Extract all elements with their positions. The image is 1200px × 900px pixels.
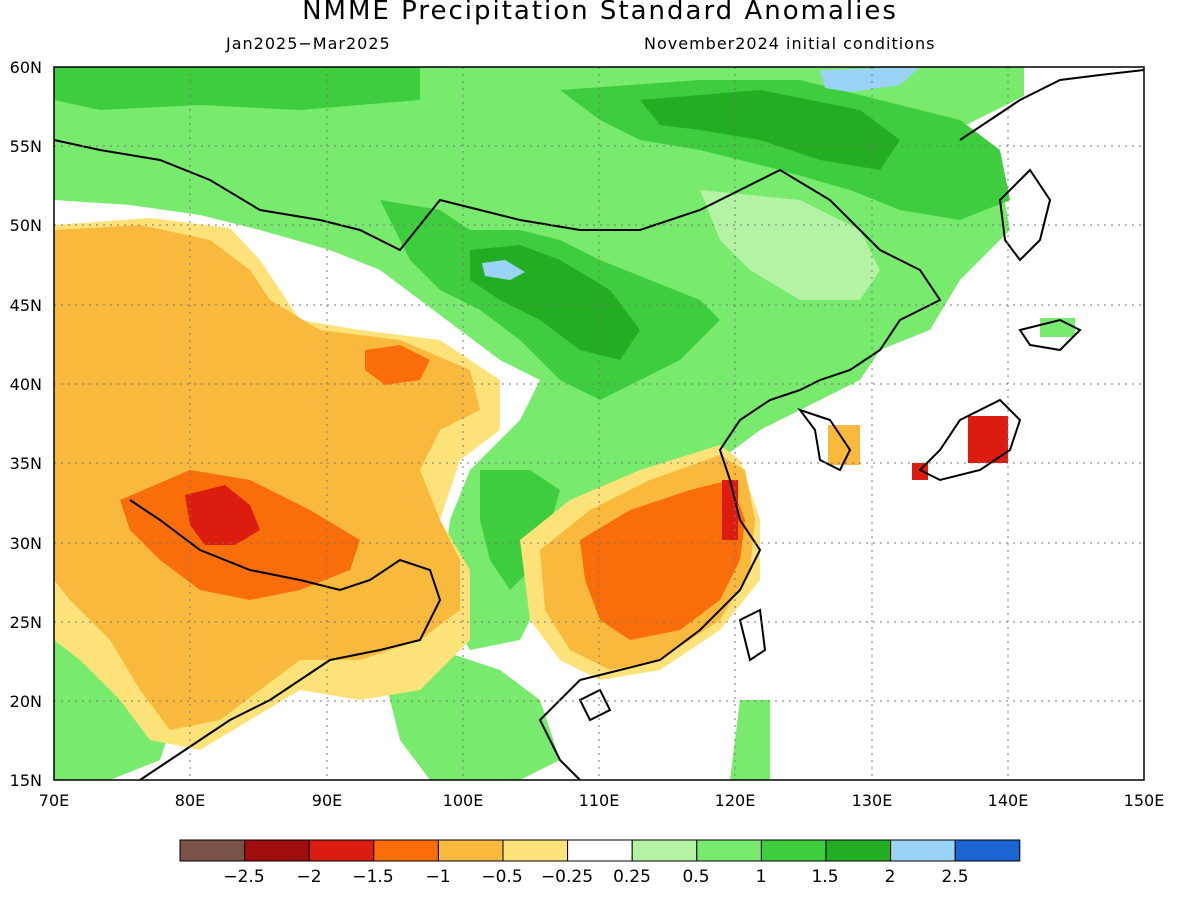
colorbar-swatch [890, 839, 956, 862]
colorbar-swatch [179, 839, 246, 862]
lon-label: 70E [39, 791, 69, 810]
anomaly-field [54, 67, 1144, 780]
colorbar-swatch [760, 839, 827, 862]
anomaly-region-red [968, 416, 1008, 463]
lon-label: 110E [579, 791, 620, 810]
lat-label: 45N [10, 296, 42, 315]
lon-label: 100E [443, 791, 484, 810]
lat-label: 55N [10, 137, 42, 156]
initial-conditions: November2024 initial conditions [644, 34, 936, 53]
colorbar-swatch [437, 839, 504, 862]
colorbar-swatch [631, 839, 698, 862]
anomaly-region-orange [365, 345, 430, 385]
anomaly-region-blue [482, 260, 525, 280]
anomaly-region-green-light [700, 190, 880, 300]
colorbar-swatch [502, 839, 569, 862]
anomaly-region-orange [580, 480, 745, 640]
lon-label: 130E [852, 791, 893, 810]
lat-label: 40N [10, 375, 42, 394]
colorbar-label: −1.5 [352, 867, 393, 887]
lon-label: 80E [175, 791, 205, 810]
colorbar-label: 2 [885, 867, 896, 887]
map-title: NMME Precipitation Standard Anomalies [302, 0, 898, 26]
latitude-labels: 60N 55N 50N 45N 40N 35N 30N 25N 20N 15N [10, 58, 42, 790]
anomaly-region-green [730, 700, 770, 780]
anomaly-region-green-dark [54, 67, 420, 110]
colorbar-swatch [696, 839, 762, 862]
colorbar-swatch [373, 839, 439, 862]
lon-label: 150E [1124, 791, 1165, 810]
lat-label: 50N [10, 216, 42, 235]
colorbar-swatch [308, 839, 375, 862]
colorbar-label: 1 [756, 867, 767, 887]
colorbar-label: −2 [296, 867, 321, 887]
colorbar-label: −2.5 [223, 867, 264, 887]
colorbar-label: −1 [425, 867, 450, 887]
lon-label: 140E [988, 791, 1029, 810]
colorbar-swatches [179, 839, 1021, 862]
colorbar-label: −0.5 [481, 867, 522, 887]
lat-label: 15N [10, 771, 42, 790]
lat-label: 20N [10, 692, 42, 711]
map-frame [53, 66, 1145, 781]
colorbar-label: 0.25 [613, 867, 651, 887]
colorbar-swatch [567, 839, 633, 862]
colorbar-label: 1.5 [811, 867, 838, 887]
anomaly-region-red [722, 480, 738, 540]
lon-label: 120E [715, 791, 756, 810]
colorbar-label: 2.5 [941, 867, 968, 887]
anomaly-region-green-dark [640, 90, 900, 170]
anomaly-region-orange-light [828, 425, 860, 465]
colorbar-swatch [825, 839, 892, 862]
colorbar-label: 0.5 [682, 867, 709, 887]
lat-label: 30N [10, 534, 42, 553]
colorbar-labels: −2.5 −2 −1.5 −1 −0.5 −0.25 0.25 0.5 1 1.… [223, 867, 968, 887]
forecast-period: Jan2025−Mar2025 [226, 34, 391, 53]
colorbar: −2.5 −2 −1.5 −1 −0.5 −0.25 0.25 0.5 1 1.… [179, 839, 1021, 887]
anomaly-region-red [185, 485, 260, 545]
lat-label: 35N [10, 454, 42, 473]
colorbar-label: −0.25 [541, 867, 593, 887]
colorbar-swatch [954, 839, 1021, 862]
anomaly-region-blue [820, 67, 920, 92]
lat-label: 60N [10, 58, 42, 77]
longitude-labels: 70E 80E 90E 100E 110E 120E 130E 140E 150… [39, 791, 1165, 810]
coastlines [54, 69, 1144, 780]
colorbar-swatch [244, 839, 310, 862]
lat-label: 25N [10, 613, 42, 632]
lon-label: 90E [312, 791, 342, 810]
